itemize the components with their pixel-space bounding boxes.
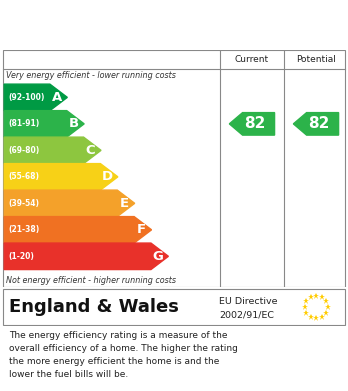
Text: (81-91): (81-91): [8, 119, 40, 128]
Text: (1-20): (1-20): [8, 252, 34, 261]
Text: C: C: [86, 144, 95, 157]
Polygon shape: [293, 113, 339, 135]
Text: The energy efficiency rating is a measure of the
overall efficiency of a home. T: The energy efficiency rating is a measur…: [9, 331, 238, 378]
Text: (92-100): (92-100): [8, 93, 45, 102]
Polygon shape: [4, 190, 135, 217]
Polygon shape: [4, 84, 68, 111]
Text: (39-54): (39-54): [8, 199, 39, 208]
Polygon shape: [4, 111, 84, 137]
Text: Very energy efficient - lower running costs: Very energy efficient - lower running co…: [6, 71, 176, 80]
Polygon shape: [4, 163, 118, 190]
Text: Current: Current: [235, 55, 269, 64]
Text: Not energy efficient - higher running costs: Not energy efficient - higher running co…: [6, 276, 176, 285]
Text: A: A: [52, 91, 62, 104]
Polygon shape: [4, 137, 101, 163]
Text: EU Directive: EU Directive: [219, 296, 278, 306]
Polygon shape: [4, 217, 152, 243]
Text: Potential: Potential: [296, 55, 336, 64]
Text: G: G: [152, 250, 163, 263]
Text: (21-38): (21-38): [8, 225, 40, 234]
Text: 2002/91/EC: 2002/91/EC: [219, 310, 274, 319]
Text: E: E: [120, 197, 129, 210]
Text: D: D: [102, 170, 113, 183]
Text: (69-80): (69-80): [8, 146, 40, 155]
Text: Energy Efficiency Rating: Energy Efficiency Rating: [10, 18, 239, 36]
Text: B: B: [69, 117, 79, 130]
Polygon shape: [4, 243, 168, 269]
Text: 82: 82: [244, 117, 266, 131]
Text: (55-68): (55-68): [8, 172, 39, 181]
Text: England & Wales: England & Wales: [9, 298, 179, 316]
Polygon shape: [229, 113, 275, 135]
Text: 82: 82: [308, 117, 330, 131]
Text: F: F: [136, 223, 146, 236]
